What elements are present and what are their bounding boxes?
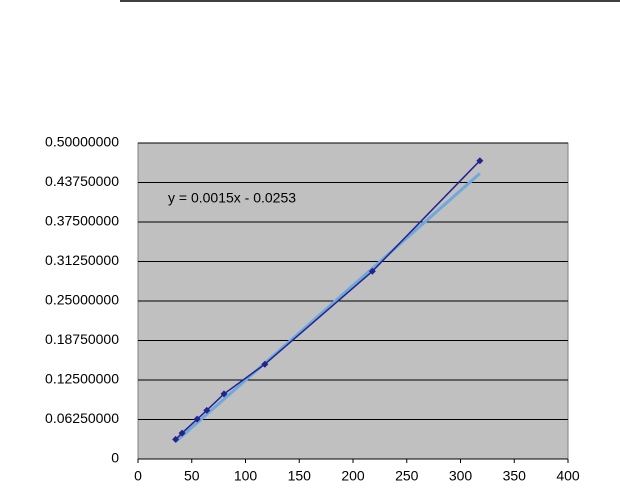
x-tick-label: 100 [234, 468, 258, 484]
y-tick-label: 0 [111, 450, 119, 466]
point [220, 390, 228, 398]
y-tick-label: 0.37500000 [45, 213, 119, 229]
y-tick-label: 0.12500000 [45, 371, 119, 387]
equation-label: y = 0.0015x - 0.0253 [168, 190, 296, 206]
y-tick-label: 0.25000000 [45, 292, 119, 308]
x-tick-label: 400 [556, 468, 580, 484]
point [261, 360, 269, 368]
point [193, 415, 201, 423]
x-tick-label: 200 [341, 468, 365, 484]
series-line [175, 160, 481, 440]
x-tick-label: 50 [184, 468, 200, 484]
y-tick-label: 0.50000000 [45, 134, 119, 150]
x-tick-label: 0 [134, 468, 142, 484]
y-tick-label: 0.43750000 [45, 173, 119, 189]
y-tick-label: 0.18750000 [45, 331, 119, 347]
y-tick-label: 0.31250000 [45, 252, 119, 268]
x-tick-label: 250 [395, 468, 419, 484]
x-tick-label: 150 [288, 468, 312, 484]
x-tick-label: 300 [449, 468, 473, 484]
point [476, 157, 484, 165]
trendline [174, 172, 481, 443]
point [203, 406, 211, 414]
y-tick-label: 0.06250000 [45, 410, 119, 426]
x-tick-label: 350 [503, 468, 527, 484]
point [368, 267, 376, 275]
point [172, 435, 180, 443]
point [178, 429, 186, 437]
